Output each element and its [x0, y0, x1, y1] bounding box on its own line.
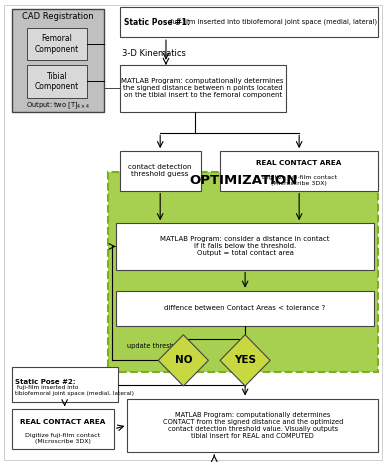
FancyBboxPatch shape: [220, 151, 378, 191]
Text: Static Pose #2:: Static Pose #2:: [15, 379, 76, 385]
FancyBboxPatch shape: [108, 172, 378, 372]
Text: MATLAB Program: consider a distance in contact
if it falls below the threshold.
: MATLAB Program: consider a distance in c…: [160, 236, 330, 257]
Text: MATLAB Program: computationally determines
the signed distance between n points : MATLAB Program: computationally determin…: [122, 78, 284, 99]
Text: Digitize fuji-film contact
(Microscribe 3DX): Digitize fuji-film contact (Microscribe …: [25, 433, 100, 444]
FancyBboxPatch shape: [27, 65, 87, 98]
Text: REAL CONTACT AREA: REAL CONTACT AREA: [256, 160, 342, 166]
Text: fuji-film inserted into
tibiofemoral joint space (medial, lateral): fuji-film inserted into tibiofemoral joi…: [15, 385, 134, 396]
Text: update threshold: update threshold: [127, 343, 185, 349]
Text: 3-D Kinematics: 3-D Kinematics: [122, 49, 185, 58]
FancyBboxPatch shape: [12, 367, 118, 402]
Text: NO: NO: [174, 355, 192, 365]
FancyBboxPatch shape: [116, 223, 374, 270]
FancyBboxPatch shape: [12, 409, 114, 449]
Text: Static Pose #1:: Static Pose #1:: [124, 18, 190, 27]
Polygon shape: [220, 335, 270, 386]
FancyBboxPatch shape: [12, 9, 104, 112]
FancyBboxPatch shape: [116, 291, 374, 326]
Text: Output: two [T]$_{4\times4}$: Output: two [T]$_{4\times4}$: [26, 101, 90, 111]
Text: Digitize fuji-film contact
(Microscribe 3DX): Digitize fuji-film contact (Microscribe …: [262, 175, 337, 186]
Text: REAL CONTACT AREA: REAL CONTACT AREA: [20, 418, 105, 425]
FancyBboxPatch shape: [120, 151, 201, 191]
Text: MATLAB Program: computationally determines
CONTACT from the signed distance and : MATLAB Program: computationally determin…: [163, 412, 343, 439]
Text: contact detection
threshold guess: contact detection threshold guess: [129, 165, 192, 177]
Text: fuji-film inserted into tibiofemoral joint space (medial, lateral): fuji-film inserted into tibiofemoral joi…: [168, 19, 377, 25]
FancyBboxPatch shape: [120, 65, 286, 112]
Text: CAD Registration: CAD Registration: [22, 12, 94, 21]
Text: YES: YES: [234, 355, 256, 365]
Text: diffence between Contact Areas < tolerance ?: diffence between Contact Areas < toleran…: [164, 305, 326, 311]
Text: Tibial
Component: Tibial Component: [35, 72, 79, 91]
FancyBboxPatch shape: [27, 28, 87, 60]
Text: OPTIMIZATION: OPTIMIZATION: [189, 174, 297, 187]
Text: Femoral
Component: Femoral Component: [35, 34, 79, 54]
FancyBboxPatch shape: [127, 399, 378, 452]
Polygon shape: [158, 335, 208, 386]
FancyBboxPatch shape: [120, 7, 378, 37]
